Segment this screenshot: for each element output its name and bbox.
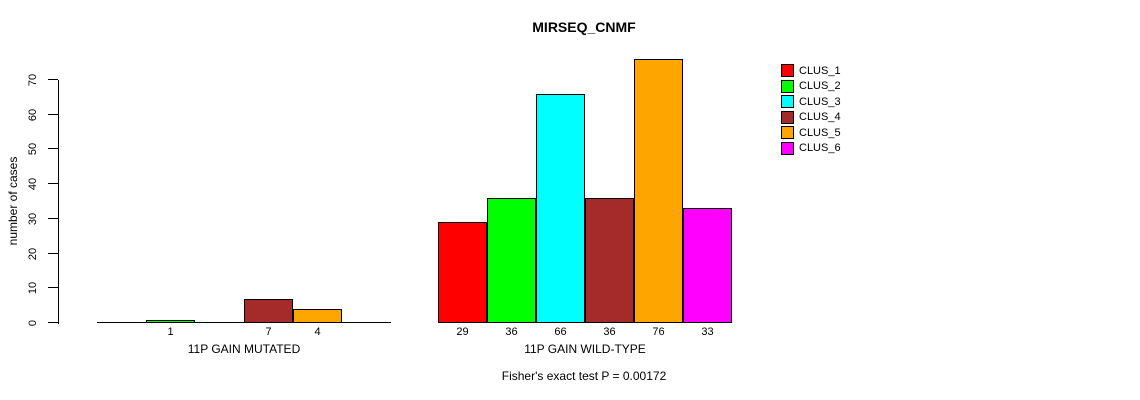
y-axis-tick-label: 60	[27, 108, 39, 122]
chart-title: MIRSEQ_CNMF	[532, 19, 636, 35]
legend-row: CLUS_4	[781, 110, 841, 124]
legend-color-swatch	[781, 64, 794, 77]
legend-color-swatch	[781, 126, 794, 139]
fisher-test-annotation: Fisher's exact test P = 0.00172	[501, 369, 667, 383]
bar-value-label: 29	[456, 326, 469, 338]
bar	[146, 320, 195, 323]
legend-color-swatch	[781, 79, 794, 93]
legend-row: CLUS_2	[781, 79, 841, 93]
y-axis-tick	[48, 253, 58, 254]
legend-label: CLUS_3	[799, 95, 841, 108]
bar	[244, 299, 293, 323]
bar-value-label: 36	[505, 326, 518, 338]
group-label: 11P GAIN MUTATED	[187, 342, 301, 356]
bar-value-label: 7	[265, 326, 272, 338]
y-axis-tick	[48, 287, 58, 288]
legend-label: CLUS_6	[799, 142, 841, 154]
bar	[683, 208, 732, 323]
legend-label: CLUS_1	[799, 64, 841, 77]
y-axis-tick-label: 70	[27, 73, 39, 87]
y-axis-tick-label: 10	[27, 281, 39, 295]
group-label: 11P GAIN WILD-TYPE	[524, 342, 646, 356]
legend-color-swatch	[781, 95, 794, 108]
legend-row: CLUS_5	[781, 126, 841, 139]
legend-color-swatch	[781, 110, 794, 124]
y-axis-tick-label: 40	[27, 177, 39, 191]
legend-row: CLUS_6	[781, 141, 841, 155]
bar-value-label: 36	[603, 326, 616, 338]
y-axis-tick-label: 0	[27, 319, 39, 327]
legend-row: CLUS_3	[781, 95, 841, 108]
bar	[536, 94, 585, 323]
legend-label: CLUS_2	[799, 80, 841, 92]
bar	[438, 222, 487, 323]
legend: CLUS_1 CLUS_2 CLUS_3 CLUS_4 CLUS_5 CLUS_6	[781, 64, 841, 157]
bar	[585, 198, 634, 323]
bar	[634, 59, 683, 323]
y-axis-tick	[48, 218, 58, 219]
y-axis-line	[58, 80, 59, 324]
y-axis-tick	[48, 183, 58, 184]
bar	[293, 309, 342, 323]
y-axis-tick-label: 50	[27, 142, 39, 156]
y-axis-tick	[48, 148, 58, 149]
bar	[487, 198, 536, 323]
bar-value-label: 1	[167, 326, 174, 338]
y-axis-tick	[48, 114, 58, 115]
y-axis-tick	[48, 322, 58, 323]
bar-value-label: 66	[554, 326, 567, 338]
legend-label: CLUS_4	[799, 111, 841, 123]
legend-row: CLUS_1	[781, 64, 841, 77]
y-axis-tick-label: 30	[27, 212, 39, 226]
y-axis-tick	[48, 79, 58, 80]
bar-value-label: 33	[701, 326, 714, 338]
y-axis-label: number of cases	[6, 156, 20, 246]
legend-label: CLUS_5	[799, 126, 841, 139]
bar-value-label: 76	[652, 326, 665, 338]
y-axis-tick-label: 20	[27, 247, 39, 261]
legend-color-swatch	[781, 141, 794, 155]
bar-value-label: 4	[314, 326, 321, 338]
